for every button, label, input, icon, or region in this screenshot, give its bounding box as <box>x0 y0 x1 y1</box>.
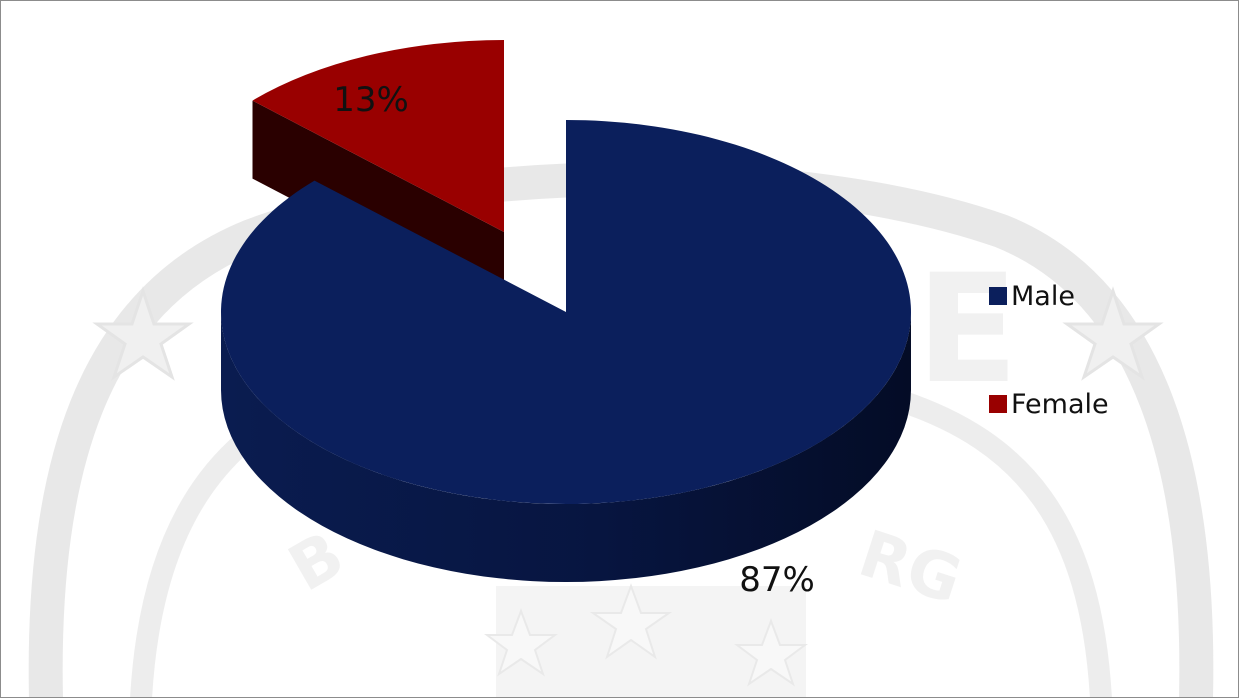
legend: Male Female <box>989 281 1109 420</box>
data-label-female: 13% <box>333 80 409 120</box>
data-label-male: 87% <box>739 560 815 600</box>
legend-swatch-male <box>989 287 1007 305</box>
watermark-star-left <box>92 286 194 381</box>
pie-top-female <box>252 40 504 232</box>
watermark-star-bottom-1 <box>589 583 673 660</box>
legend-swatch-female <box>989 395 1007 413</box>
pie-slice-male <box>220 120 911 582</box>
legend-label-male: Male <box>1011 281 1075 312</box>
watermark-star-right <box>1062 286 1164 381</box>
watermark-star-bottom-3 <box>734 618 808 687</box>
legend-label-female: Female <box>1011 389 1109 420</box>
pie-side-male <box>221 312 911 582</box>
pie-top-male <box>220 120 911 504</box>
watermark-inner-arc-right <box>897 390 1112 697</box>
watermark-letter-e: E <box>916 243 1018 417</box>
watermark-star-bottom-2 <box>484 608 558 677</box>
watermark-text-rg: RG <box>850 517 970 619</box>
